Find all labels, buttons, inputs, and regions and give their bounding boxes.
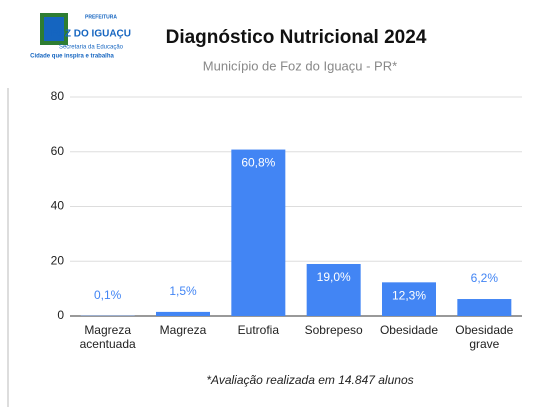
x-tick-label: Sobrepeso bbox=[304, 323, 363, 337]
data-label: 0,1% bbox=[94, 288, 122, 302]
y-tick-label: 60 bbox=[51, 144, 65, 158]
data-label: 60,8% bbox=[241, 156, 275, 170]
x-tick-label: Magreza acentuada bbox=[79, 323, 136, 351]
footnote: *Avaliação realizada em 14.847 alunos bbox=[206, 373, 413, 387]
data-label: 19,0% bbox=[317, 270, 351, 284]
logo-top: PREFEITURA bbox=[85, 14, 117, 20]
x-tick-label: Obesidade grave bbox=[455, 323, 514, 351]
data-label: 1,5% bbox=[169, 284, 197, 298]
logo-name: FOZ DO IGUAÇU bbox=[51, 29, 131, 40]
y-tick-label: 0 bbox=[57, 308, 64, 322]
bar bbox=[382, 282, 436, 316]
data-label: 6,2% bbox=[471, 271, 499, 285]
x-tick-label: Eutrofia bbox=[237, 323, 279, 337]
chart-subtitle: Município de Foz do Iguaçu - PR* bbox=[203, 58, 397, 73]
y-tick-label: 40 bbox=[51, 199, 65, 213]
x-tick-label: Obesidade bbox=[379, 323, 439, 337]
x-tick-label: Magreza bbox=[159, 323, 207, 337]
data-label: 12,3% bbox=[392, 289, 426, 303]
y-tick-label: 80 bbox=[51, 89, 65, 103]
logo-department: Secretaria da Educação bbox=[59, 45, 124, 51]
bar bbox=[231, 149, 286, 316]
chart-title: Diagnóstico Nutricional 2024 bbox=[166, 27, 427, 48]
bar bbox=[156, 311, 210, 316]
bar bbox=[457, 299, 512, 316]
y-tick-label: 20 bbox=[51, 253, 65, 267]
logo: PREFEITURA FOZ DO IGUAÇU Secretaria da E… bbox=[30, 13, 131, 60]
logo-slogan: Cidade que inspira e trabalha bbox=[30, 54, 114, 60]
logo-crest-inner bbox=[44, 17, 64, 41]
bar bbox=[306, 263, 361, 316]
